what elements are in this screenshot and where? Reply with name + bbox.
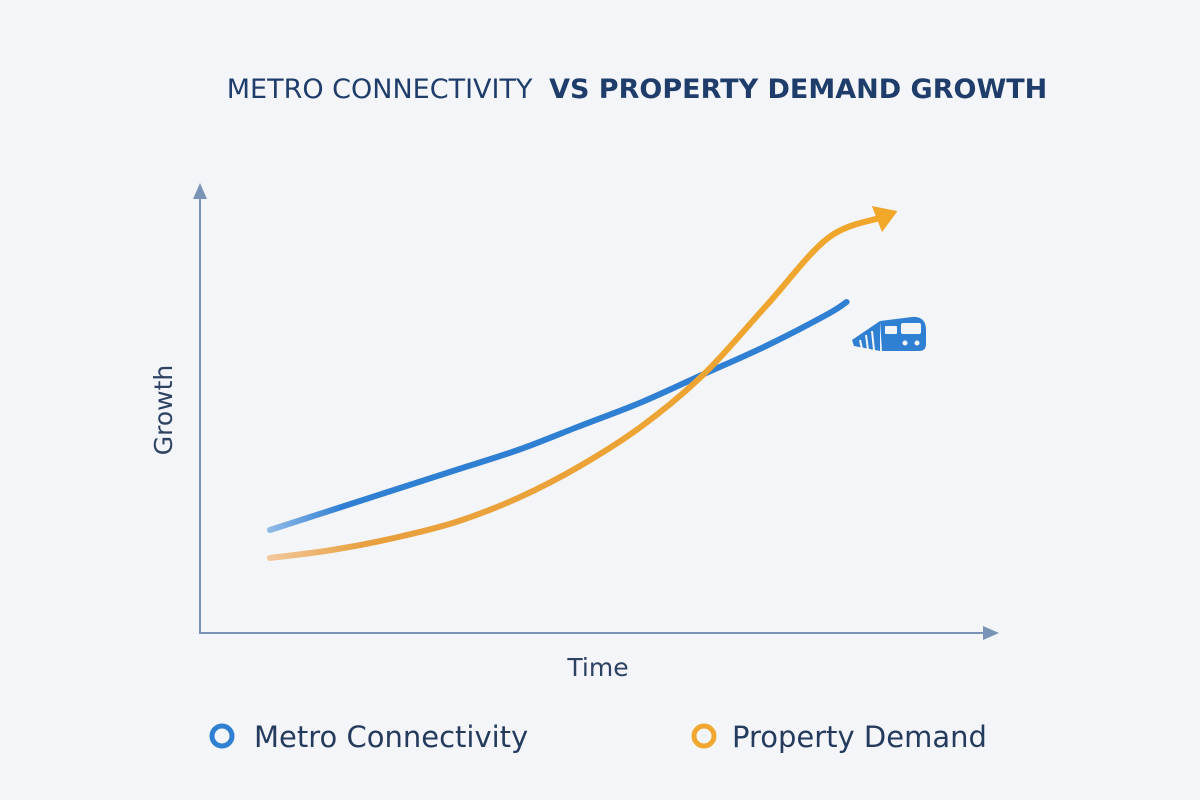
- legend-label-metro-connectivity: Metro Connectivity: [254, 720, 528, 754]
- legend-marker-metro-icon: [209, 723, 235, 749]
- x-axis-label: Time: [566, 653, 628, 682]
- legend: Metro Connectivity Property Demand: [209, 720, 987, 754]
- chart-title-light: METRO CONNECTIVITY: [227, 74, 533, 105]
- legend-marker-property-icon: [691, 723, 717, 749]
- series-line-metro-connectivity: [267, 299, 850, 533]
- train-icon: [852, 316, 926, 351]
- legend-label-property-demand: Property Demand: [732, 720, 987, 754]
- property-demand-arrowhead-icon: [871, 206, 898, 233]
- chart-title-bold: VS PROPERTY DEMAND GROWTH: [549, 74, 1047, 105]
- x-axis-arrow-icon: [983, 626, 999, 640]
- y-axis-label: Growth: [149, 365, 178, 456]
- y-axis-arrow-icon: [193, 183, 207, 199]
- series-line-property-demand: [267, 214, 884, 561]
- chart-title: METRO CONNECTIVITY VS PROPERTY DEMAND GR…: [227, 74, 1048, 105]
- series-layer: [267, 206, 898, 561]
